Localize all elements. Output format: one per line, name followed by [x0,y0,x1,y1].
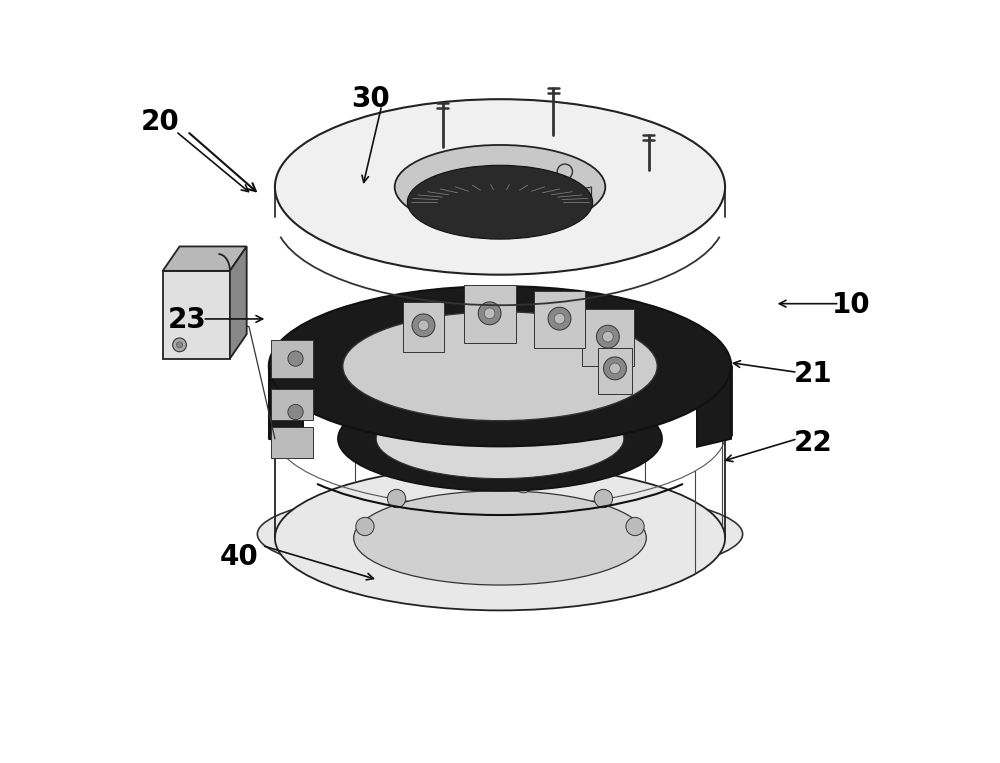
Polygon shape [567,187,592,201]
Polygon shape [163,246,247,271]
Ellipse shape [376,399,624,478]
Ellipse shape [317,311,683,436]
Bar [271,427,313,458]
Circle shape [603,331,613,342]
Circle shape [478,302,501,325]
Ellipse shape [257,487,743,581]
Circle shape [356,517,374,536]
Text: 23: 23 [168,307,207,334]
Text: 10: 10 [832,291,870,319]
Circle shape [173,338,186,352]
Circle shape [514,475,533,493]
Text: 20: 20 [141,108,180,136]
Bar [271,340,313,378]
Circle shape [412,314,435,336]
Ellipse shape [343,312,657,420]
Bar [464,285,516,343]
Bar [598,348,632,394]
Polygon shape [697,346,731,447]
Ellipse shape [338,387,662,491]
Polygon shape [230,246,247,359]
Circle shape [288,351,303,366]
Bar [582,308,634,365]
Bar [271,389,313,420]
Circle shape [548,307,571,330]
Ellipse shape [275,99,725,275]
Circle shape [554,314,565,324]
Bar [403,302,444,352]
Circle shape [626,517,644,536]
Circle shape [484,308,495,319]
Ellipse shape [354,491,646,585]
Circle shape [610,363,620,374]
Circle shape [418,320,429,330]
Circle shape [176,342,183,348]
Ellipse shape [407,166,593,239]
Bar [534,291,585,348]
Circle shape [596,325,619,348]
Ellipse shape [395,145,605,229]
Ellipse shape [275,465,725,610]
Text: 30: 30 [351,85,390,113]
Circle shape [604,357,626,380]
Circle shape [387,489,406,507]
Polygon shape [269,346,303,447]
Circle shape [288,404,303,420]
Circle shape [594,489,613,507]
Text: 21: 21 [794,360,832,388]
Text: 40: 40 [220,543,258,571]
Polygon shape [163,271,230,359]
Text: 22: 22 [793,429,832,456]
Ellipse shape [269,286,731,446]
